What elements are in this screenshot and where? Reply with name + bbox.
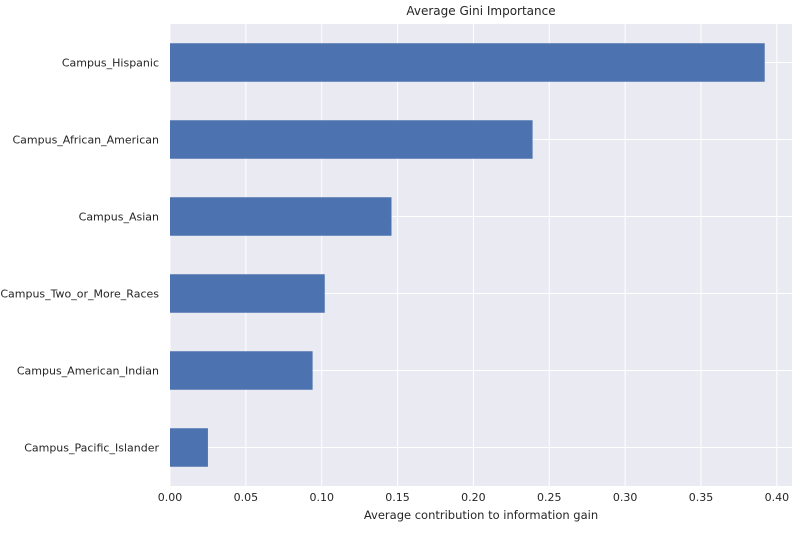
bars [170,43,765,467]
x-tick-label: 0.20 [461,491,486,504]
x-tick-label: 0.10 [309,491,334,504]
y-tick-label: Campus_American_Indian [17,365,159,378]
bar-campus-pacific-islander [170,428,208,467]
chart-title: Average Gini Importance [406,4,555,18]
y-tick-labels: Campus_Hispanic Campus_African_American Ca… [0,57,159,455]
x-tick-labels: 0.00 0.05 0.10 0.15 0.20 0.25 0.30 0.35 0.40 [158,491,789,504]
plot-background [170,24,792,486]
x-tick-label: 0.05 [234,491,259,504]
x-tick-label: 0.35 [689,491,714,504]
y-tick-label: Campus_Hispanic [62,57,159,70]
x-tick-label: 0.40 [765,491,790,504]
bar-campus-two-or-more-races [170,274,325,313]
y-tick-label: Campus_Asian [79,211,159,224]
bar-campus-hispanic [170,43,765,82]
x-tick-label: 0.25 [537,491,562,504]
x-axis-label: Average contribution to information gain [364,508,598,522]
x-tick-label: 0.15 [385,491,410,504]
bar-campus-asian [170,197,392,236]
x-tick-label: 0.00 [158,491,183,504]
bar-campus-american-indian [170,351,313,390]
bar-campus-african-american [170,120,533,159]
y-tick-label: Campus_Pacific_Islander [24,442,159,455]
y-tick-label: Campus_Two_or_More_Races [0,288,159,301]
x-tick-label: 0.30 [613,491,638,504]
y-tick-label: Campus_African_American [12,134,159,147]
